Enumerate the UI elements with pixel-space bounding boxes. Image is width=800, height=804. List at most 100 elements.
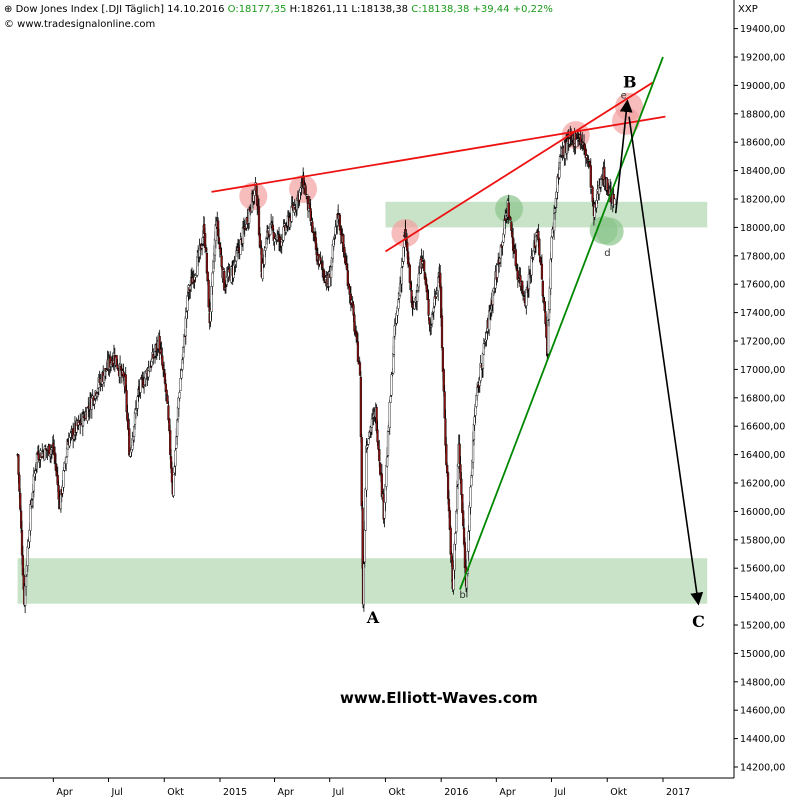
candle-body — [24, 576, 28, 587]
candle-body — [18, 474, 21, 492]
chart-symbol-icon[interactable]: ⊕ — [4, 4, 13, 15]
candle-body — [207, 279, 210, 308]
y-tick-label: 16600,00 — [740, 422, 785, 433]
candle-body — [430, 313, 434, 325]
y-tick-label: 14200,00 — [740, 763, 785, 774]
y-tick-label: 18400,00 — [740, 166, 785, 177]
candle-body — [613, 198, 616, 206]
candle-body — [408, 264, 411, 283]
candle-body — [521, 291, 525, 295]
x-tick-label: Jul — [110, 787, 122, 798]
candle-body — [482, 343, 485, 355]
candle-body — [591, 186, 594, 202]
unit-label: XXP — [738, 4, 758, 15]
y-tick-label: 19400,00 — [740, 24, 785, 35]
y-tick-label: 18000,00 — [740, 223, 785, 234]
support-touch-marker — [595, 217, 624, 246]
y-tick-label: 15400,00 — [740, 592, 785, 603]
wave-label-C: C — [692, 612, 705, 631]
quote-date: 14.10.2016 — [167, 4, 225, 15]
y-tick-label: 15000,00 — [740, 649, 785, 660]
y-tick-label: 18200,00 — [740, 195, 785, 206]
y-tick-label: 15200,00 — [740, 621, 785, 632]
wave-label-A: A — [366, 608, 380, 627]
instrument-title: Dow Jones Index [.DJI Täglich] — [15, 4, 164, 15]
candle-body — [423, 260, 426, 272]
watermark: www.Elliott-Waves.com — [340, 689, 538, 707]
y-tick-label: 14600,00 — [740, 706, 785, 717]
candle-body — [598, 185, 601, 195]
candle-body — [205, 252, 208, 274]
candle-body — [200, 245, 204, 249]
candle-body — [437, 277, 440, 292]
resistance-line — [211, 115, 666, 193]
candle-body — [365, 446, 368, 491]
y-tick-label: 18800,00 — [740, 109, 785, 120]
candle-body — [538, 238, 541, 256]
candle-body — [470, 475, 473, 486]
candle-body — [391, 373, 394, 375]
candle-body — [20, 530, 24, 556]
y-tick-label: 17600,00 — [740, 280, 785, 291]
candle-body — [540, 263, 544, 280]
candle-body — [26, 546, 29, 566]
x-tick-label: Apr — [499, 787, 516, 798]
candle-body — [239, 239, 242, 255]
candle-body — [469, 486, 472, 508]
candle-body — [549, 259, 552, 289]
candle-body — [416, 291, 419, 302]
candle-body — [389, 396, 392, 403]
y-tick-label: 17000,00 — [740, 365, 785, 376]
candle-body — [62, 470, 65, 488]
candle-body — [514, 249, 517, 267]
support-zone-band — [385, 201, 708, 228]
projection-arrow — [614, 99, 633, 214]
candle-body — [328, 271, 331, 287]
candle-body — [388, 401, 391, 429]
candle-body — [172, 474, 175, 496]
candle-body — [432, 307, 435, 313]
candle-body — [550, 236, 553, 259]
candle-body — [406, 242, 409, 251]
x-tick-label: Jul — [332, 787, 344, 798]
candle-body — [20, 510, 23, 529]
candle-body — [136, 396, 139, 409]
candle-body — [599, 179, 603, 188]
candle-body — [509, 217, 512, 221]
candle-body — [174, 450, 177, 467]
candle-body — [462, 510, 465, 526]
uptrend-line — [459, 56, 664, 590]
candle-body — [19, 492, 22, 510]
candle-body — [479, 363, 482, 381]
x-tick-label: 2017 — [666, 787, 690, 798]
source-credit: © www.tradesignalonline.com — [4, 19, 156, 30]
y-tick-label: 19000,00 — [740, 81, 785, 92]
candle-body — [166, 395, 169, 404]
candle-body — [223, 271, 226, 291]
wave-label-e: e — [621, 90, 627, 101]
candle-body — [17, 454, 20, 475]
candle-body — [400, 267, 403, 285]
change-percent: +0,22% — [512, 4, 553, 15]
candles — [16, 125, 616, 613]
candle-body — [378, 449, 381, 462]
candle-body — [397, 299, 400, 309]
candle-body — [445, 444, 448, 466]
candle-body — [386, 431, 390, 456]
candle-body — [527, 273, 531, 290]
candle-body — [176, 419, 179, 437]
plot-frame — [0, 0, 735, 779]
x-tick-label: Okt — [167, 787, 184, 798]
x-tick-label: 2016 — [444, 787, 468, 798]
candle-body — [271, 224, 274, 231]
candle-body — [363, 529, 366, 563]
y-tick-label: 14800,00 — [740, 677, 785, 688]
candle-body — [440, 315, 444, 348]
resistance-line — [384, 81, 654, 253]
candle-body — [530, 256, 533, 276]
candle-body — [217, 220, 220, 237]
candle-body — [228, 268, 231, 273]
candle-body — [455, 486, 459, 510]
wave-label-c: c — [570, 136, 576, 147]
